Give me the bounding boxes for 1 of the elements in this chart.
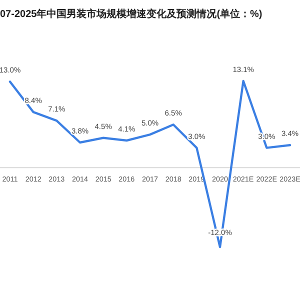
title: 07-2025年中国男装市场规模增速变化及预测情况(单位：%) (0, 9, 262, 20)
